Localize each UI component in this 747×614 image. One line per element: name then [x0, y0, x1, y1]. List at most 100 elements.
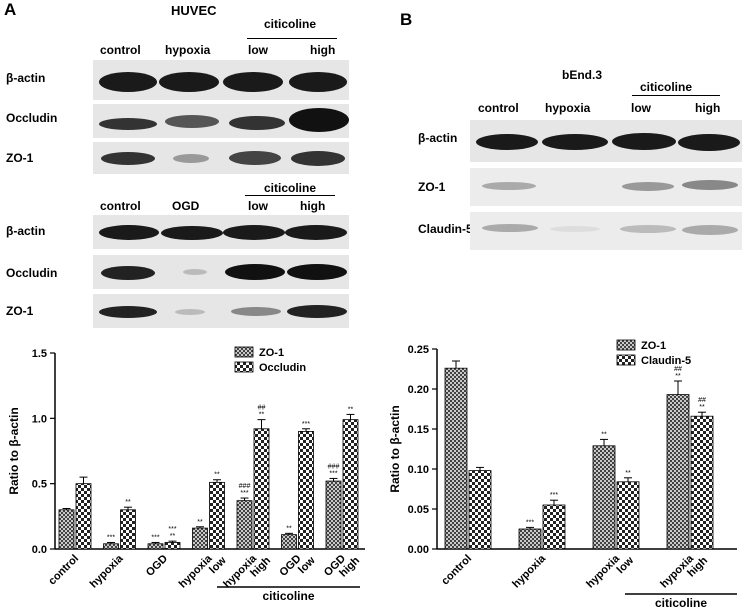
y-axis-label: Ratio to β-actin: [7, 407, 21, 494]
western-blot-strip: [93, 255, 349, 289]
bar: [209, 481, 225, 550]
significance-label: **: [699, 404, 705, 411]
western-blot-strip: [93, 142, 349, 174]
western-blot-strip: [93, 215, 349, 249]
bar: [444, 367, 468, 550]
lane-label: low: [248, 43, 268, 57]
bar: [120, 509, 136, 550]
legend-label: ZO-1: [259, 347, 284, 359]
significance-label: **: [125, 499, 131, 506]
bar: [592, 445, 616, 550]
significance-label: **: [675, 373, 681, 380]
y-tick-label: 0.10: [408, 464, 429, 476]
significance-label: ***: [302, 421, 310, 428]
legend-label: Occludin: [259, 362, 306, 374]
y-tick-label: 1.5: [32, 348, 47, 360]
legend-swatch: [234, 361, 254, 373]
bar: [75, 483, 92, 550]
bar: [298, 431, 314, 550]
panel-b-cell-title: bEnd.3: [562, 68, 603, 82]
x-tick-label: hypoxia: [88, 552, 127, 591]
blot-row-label: ZO-1: [6, 304, 34, 318]
lane-label: low: [631, 101, 651, 115]
bar: [164, 542, 181, 550]
blot-row-label: ZO-1: [418, 180, 446, 194]
bar: [103, 543, 119, 550]
y-axis-label: Ratio to β-actin: [388, 405, 402, 492]
bar: [325, 480, 342, 550]
bracket-line: [632, 95, 720, 96]
bracket-label: citicoline: [264, 17, 317, 31]
lane-label: control: [478, 101, 519, 115]
bar: [147, 543, 164, 550]
lane-label: high: [300, 199, 326, 213]
legend-label: Claudin-5: [641, 355, 691, 367]
significance-label: **: [286, 525, 292, 532]
bracket-line: [247, 38, 337, 39]
significance-label: **: [170, 533, 176, 540]
bar: [616, 481, 640, 550]
y-tick-label: 0.00: [408, 544, 429, 556]
chart-b: 0.00 0.05 0.10 0.15 0.20 0.25 Ratio to β-actin…: [388, 339, 737, 610]
x-tick-label: control: [46, 553, 81, 588]
panel-b-letter: B: [400, 10, 413, 29]
lane-label: high: [695, 101, 721, 115]
significance-label: ##: [674, 366, 682, 373]
bar: [281, 534, 297, 550]
bracket-label: citicoline: [264, 181, 317, 195]
blot-row-label: ZO-1: [6, 151, 34, 165]
significance-label: ***: [526, 519, 534, 526]
legend-swatch: [616, 354, 636, 366]
western-blot-strip: [470, 212, 742, 250]
bar: [253, 428, 270, 550]
y-tick-label: 0.25: [408, 344, 429, 356]
legend-swatch: [616, 339, 636, 351]
lane-label: control: [100, 43, 141, 57]
significance-label: ##: [258, 405, 266, 412]
y-tick-label: 0.15: [408, 424, 429, 436]
blot-row-label: β-actin: [418, 131, 458, 145]
blot-row-label: Occludin: [6, 111, 58, 125]
bracket-label: citicoline: [640, 80, 693, 94]
bar: [58, 509, 75, 550]
y-tick-label: 0.0: [32, 544, 47, 556]
bar: [690, 415, 714, 550]
lane-label: high: [310, 43, 336, 57]
lane-label: hypoxia: [165, 43, 211, 57]
legend-label: ZO-1: [641, 340, 666, 352]
bar: [468, 470, 492, 550]
y-tick-label: 0.05: [408, 504, 429, 516]
significance-label: ###: [239, 483, 251, 490]
lane-label: hypoxia: [545, 101, 591, 115]
bracket-line: [245, 195, 335, 196]
x-tick-label: control: [439, 553, 474, 588]
significance-label: **: [625, 470, 631, 477]
significance-label: **: [348, 406, 354, 413]
blot-row-label: β-actin: [6, 71, 46, 85]
significance-label: ***: [329, 470, 337, 477]
bar: [192, 527, 208, 550]
significance-label: ##: [698, 397, 706, 404]
western-blot-strip: [93, 294, 349, 328]
significance-label: ***: [240, 490, 248, 497]
bar: [518, 528, 542, 550]
significance-label: **: [214, 472, 220, 479]
significance-label: ***: [168, 526, 176, 533]
significance-label: ***: [151, 534, 159, 541]
panel-a-letter: A: [4, 0, 17, 19]
y-tick-label: 0.20: [408, 384, 429, 396]
legend-swatch: [234, 346, 254, 358]
panel-a-cell-title: HUVEC: [171, 3, 217, 18]
significance-label: ***: [107, 534, 115, 541]
blot-row-label: Occludin: [6, 266, 58, 280]
lane-label: OGD: [172, 199, 200, 213]
group-label: citicoline: [655, 596, 707, 610]
x-tick-label: hypoxia: [510, 552, 549, 591]
lane-label: control: [100, 199, 141, 213]
significance-label: **: [197, 519, 203, 526]
x-tick-label: OGD: [144, 553, 170, 579]
western-blot-strip: [93, 104, 349, 138]
bar: [236, 500, 253, 550]
blot-row-label: Claudin-5: [418, 222, 473, 236]
